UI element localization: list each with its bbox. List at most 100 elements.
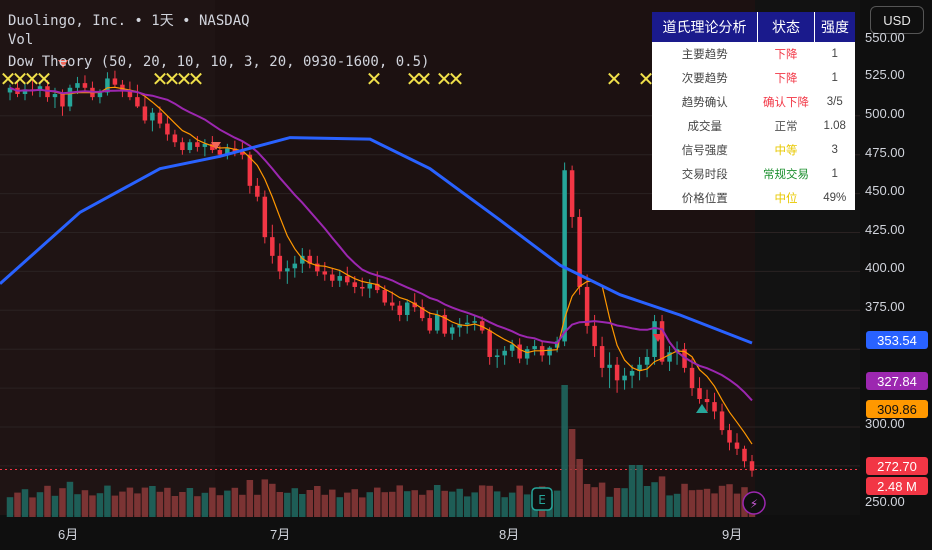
x-marker-icon: ✕ [24, 67, 41, 91]
candle-body [217, 150, 223, 155]
price-tick: 375.00 [865, 299, 905, 314]
volume-bar [628, 465, 636, 517]
currency-button[interactable]: USD [870, 6, 924, 34]
candle-body [607, 364, 612, 368]
candle-body [352, 282, 358, 287]
volume-bar [239, 494, 246, 517]
volume-bar [553, 490, 561, 517]
volume-bar [314, 486, 321, 517]
row-label: 趋势确认 [681, 97, 728, 109]
volume-bar [426, 490, 433, 517]
candle-body [442, 314, 447, 334]
volume-bar [216, 495, 224, 517]
row-strength: 1 [831, 48, 838, 60]
candle-body [187, 142, 193, 151]
volume-bar [658, 476, 666, 517]
volume-bar [666, 495, 673, 517]
candle-body [734, 442, 740, 449]
x-marker-icon: ✕ [448, 67, 465, 91]
table-row: 趋势确认 确认下降 3/5 [652, 90, 855, 114]
ma-long-line [0, 136, 753, 345]
sell-signal-icon [58, 60, 68, 68]
volume-bar [261, 479, 269, 517]
candle-body [150, 112, 155, 121]
row-label: 信号强度 [681, 145, 728, 157]
candle-body [412, 302, 417, 308]
volume-bar [299, 494, 306, 517]
candle-body [704, 398, 710, 403]
candle-body [255, 185, 260, 197]
candle-body [509, 344, 515, 351]
volume-bar [156, 491, 164, 517]
candle-body [472, 321, 477, 323]
volume-bar [456, 488, 463, 517]
x-marker-icon: ✕ [188, 67, 205, 91]
candle-body [449, 327, 455, 334]
table-row: 成交量 正常 1.08 [652, 114, 855, 138]
volume-bar [493, 491, 501, 517]
candle-body [120, 84, 125, 91]
candle-body [195, 142, 200, 147]
row-strength: 49% [823, 192, 847, 204]
volume-bar [21, 489, 29, 517]
volume-bar [284, 492, 291, 517]
candle-body [479, 321, 485, 331]
volume-bar [231, 487, 239, 517]
candle-body [749, 461, 755, 471]
dow-theory-table: 道氏理论分析 状态 强度 主要趋势 下降 1 次要趋势 下降 1 趋势确认 确认… [652, 12, 855, 210]
volume-bar [643, 486, 651, 517]
volume-bar [403, 491, 411, 517]
table-header: 状态 [757, 12, 815, 42]
candle-body [742, 448, 747, 462]
candle-body [97, 92, 103, 98]
x-marker-icon: ✕ [164, 67, 181, 91]
volume-bar [276, 492, 284, 517]
price-tick: 550.00 [865, 30, 905, 45]
x-marker-icon: ✕ [606, 67, 623, 91]
volume-bar [621, 488, 628, 517]
volume-bar [651, 482, 658, 517]
candle-body [82, 83, 88, 88]
volume-bar [583, 484, 591, 517]
x-marker-icon: ✕ [152, 67, 169, 91]
volume-bar [194, 496, 201, 517]
candle-body [135, 97, 140, 107]
ma-mid-line [9, 86, 753, 402]
volume-bar [141, 487, 149, 517]
symbol-legend[interactable]: Duolingo, Inc. • 1天 • NASDAQ [8, 13, 250, 29]
volume-bar [478, 485, 486, 517]
row-label: 主要趋势 [681, 49, 728, 61]
sell-signal-icon [653, 334, 663, 342]
volume-bar [613, 488, 621, 517]
candle-body [247, 154, 253, 186]
volume-bar [89, 495, 96, 517]
candle-body [105, 78, 110, 93]
candle-body [345, 276, 350, 283]
candle-body [502, 350, 507, 356]
volume-bar [696, 489, 703, 517]
volume-bar [733, 493, 741, 517]
volume-bar [486, 485, 493, 517]
volume-bar [59, 488, 66, 517]
volume-bar [14, 492, 21, 517]
indicator-legend[interactable]: Dow Theory (50, 20, 10, 10, 3, 20, 0930-… [8, 54, 430, 70]
volume-bar [576, 459, 583, 517]
x-marker-icon: ✕ [12, 67, 29, 91]
candle-body [142, 106, 148, 121]
candle-body [667, 352, 672, 362]
x-marker-icon: ✕ [406, 67, 423, 91]
volume-bar [96, 493, 104, 517]
volume-bar [321, 494, 329, 517]
candle-body [629, 370, 635, 376]
candle-body [172, 134, 178, 143]
volume-bar [388, 491, 396, 517]
volume-bar [336, 497, 344, 517]
volume-bar [66, 481, 74, 517]
table-header: 强度 [814, 12, 855, 42]
candle-body [240, 151, 245, 155]
volume-bar [396, 485, 403, 517]
volume-bar [606, 496, 613, 517]
volume-bar [164, 487, 171, 517]
volume-legend[interactable]: Vol [8, 32, 34, 48]
ma-short-badge: 309.86 [866, 400, 928, 418]
